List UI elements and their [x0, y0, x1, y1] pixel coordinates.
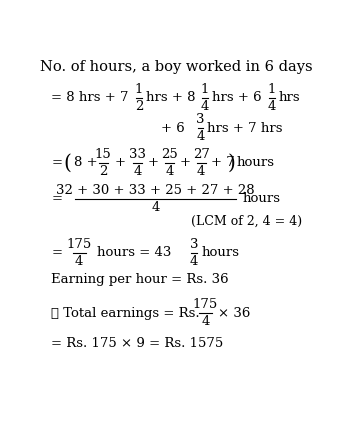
Text: (LCM of 2, 4 = 4): (LCM of 2, 4 = 4)	[191, 215, 303, 228]
Text: ∴ Total earnings = Rs.: ∴ Total earnings = Rs.	[51, 307, 200, 320]
Text: +: +	[115, 156, 126, 169]
Text: 15: 15	[95, 148, 112, 161]
Text: hours: hours	[242, 192, 280, 205]
Text: hours: hours	[201, 246, 239, 259]
Text: =: =	[51, 156, 62, 169]
Text: 4: 4	[196, 130, 205, 143]
Text: =: =	[51, 246, 62, 259]
Text: 25: 25	[161, 148, 178, 161]
Text: ): )	[228, 153, 236, 172]
Text: 1: 1	[201, 83, 209, 96]
Text: 4: 4	[165, 165, 174, 178]
Text: 33: 33	[129, 148, 146, 161]
Text: No. of hours, a boy worked in 6 days: No. of hours, a boy worked in 6 days	[40, 59, 313, 73]
Text: 4: 4	[201, 100, 209, 113]
Text: 3: 3	[196, 113, 205, 126]
Text: hrs + 8: hrs + 8	[146, 91, 196, 104]
Text: +: +	[148, 156, 159, 169]
Text: 175: 175	[193, 298, 218, 311]
Text: +: +	[180, 156, 191, 169]
Text: hrs: hrs	[279, 91, 300, 104]
Text: × 36: × 36	[218, 307, 250, 320]
Text: 4: 4	[75, 255, 83, 267]
Text: 32 + 30 + 33 + 25 + 27 + 28: 32 + 30 + 33 + 25 + 27 + 28	[56, 184, 255, 197]
Text: 3: 3	[190, 238, 198, 251]
Text: 4: 4	[267, 100, 276, 113]
Text: + 6: + 6	[161, 121, 185, 135]
Text: 1: 1	[135, 83, 143, 96]
Text: 4: 4	[190, 255, 198, 267]
Text: 4: 4	[201, 315, 210, 328]
Text: hours: hours	[237, 156, 275, 169]
Text: =: =	[51, 192, 62, 205]
Text: hrs + 6: hrs + 6	[212, 91, 262, 104]
Text: 2: 2	[135, 100, 143, 113]
Text: + 7: + 7	[211, 156, 235, 169]
Text: (: (	[63, 153, 71, 172]
Text: Earning per hour = Rs. 36: Earning per hour = Rs. 36	[51, 273, 229, 286]
Text: hrs + 7 hrs: hrs + 7 hrs	[207, 121, 283, 135]
Text: = Rs. 175 × 9 = Rs. 1575: = Rs. 175 × 9 = Rs. 1575	[51, 337, 224, 350]
Text: 4: 4	[133, 165, 142, 178]
Text: hours = 43: hours = 43	[97, 246, 171, 259]
Text: 27: 27	[193, 148, 209, 161]
Text: 1: 1	[267, 83, 276, 96]
Text: 2: 2	[99, 165, 108, 178]
Text: 175: 175	[67, 238, 92, 251]
Text: 8 +: 8 +	[74, 156, 98, 169]
Text: 4: 4	[197, 165, 205, 178]
Text: = 8 hrs + 7: = 8 hrs + 7	[51, 91, 129, 104]
Text: 4: 4	[151, 201, 160, 214]
